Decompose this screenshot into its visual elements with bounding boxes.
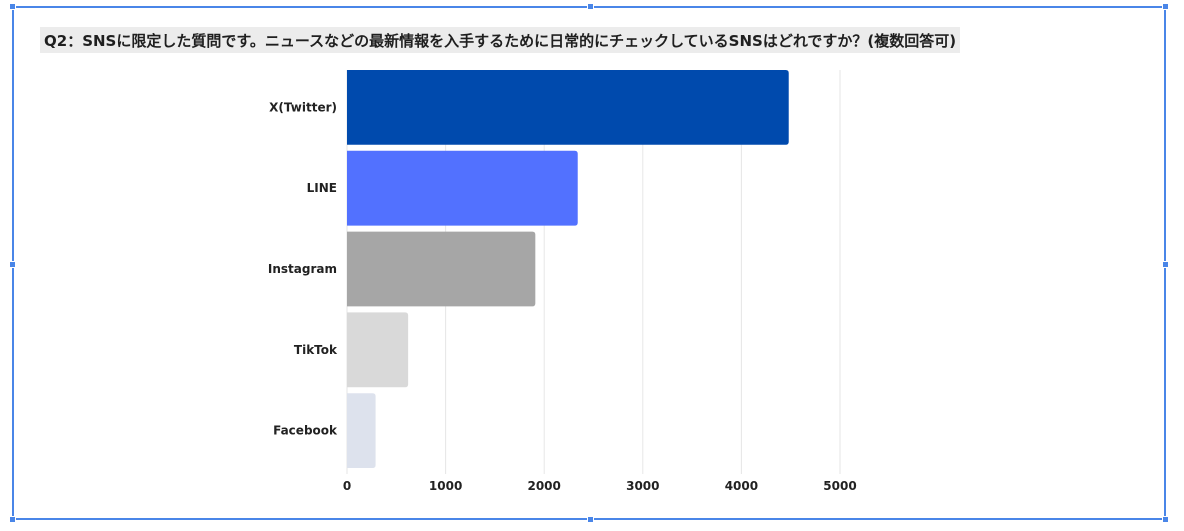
category-label: Instagram: [268, 262, 337, 276]
chart-bars: [347, 70, 789, 468]
resize-handle-bottom-center[interactable]: [587, 516, 594, 523]
bar-tiktok: [347, 312, 409, 388]
category-label: Facebook: [273, 424, 338, 438]
category-label: LINE: [307, 181, 337, 195]
chart-title-background: Q2：SNSに限定した質問です。ニュースなどの最新情報を入手するために日常的にチ…: [40, 27, 961, 53]
chart-frame[interactable]: [9, 3, 1169, 523]
resize-handle-top-right[interactable]: [1162, 3, 1169, 10]
x-axis-tick-labels: 0 1000 2000 3000 4000 5000: [343, 479, 857, 493]
x-tick-label: 1000: [429, 479, 462, 493]
x-tick-label: 4000: [725, 479, 758, 493]
x-tick-label: 0: [343, 479, 351, 493]
x-tick-label: 3000: [626, 479, 659, 493]
resize-handle-bottom-left[interactable]: [9, 516, 16, 523]
resize-handle-bottom-right[interactable]: [1162, 516, 1169, 523]
x-tick-label: 2000: [527, 479, 560, 493]
bar-instagram: [347, 231, 536, 307]
x-tick-label: 5000: [823, 479, 856, 493]
resize-handle-top-left[interactable]: [9, 3, 16, 10]
category-label: TikTok: [294, 343, 338, 357]
bar-facebook: [347, 393, 376, 468]
resize-handle-middle-left[interactable]: [9, 261, 16, 268]
bar-x-twitter-: [347, 70, 789, 145]
chart-title: Q2：SNSに限定した質問です。ニュースなどの最新情報を入手するために日常的にチ…: [44, 31, 957, 50]
resize-handle-top-center[interactable]: [587, 3, 594, 10]
bar-line: [347, 150, 578, 226]
resize-handle-middle-right[interactable]: [1162, 261, 1169, 268]
category-label: X(Twitter): [269, 100, 337, 114]
category-labels: X(Twitter) LINE Instagram TikTok Facebook: [268, 100, 338, 437]
